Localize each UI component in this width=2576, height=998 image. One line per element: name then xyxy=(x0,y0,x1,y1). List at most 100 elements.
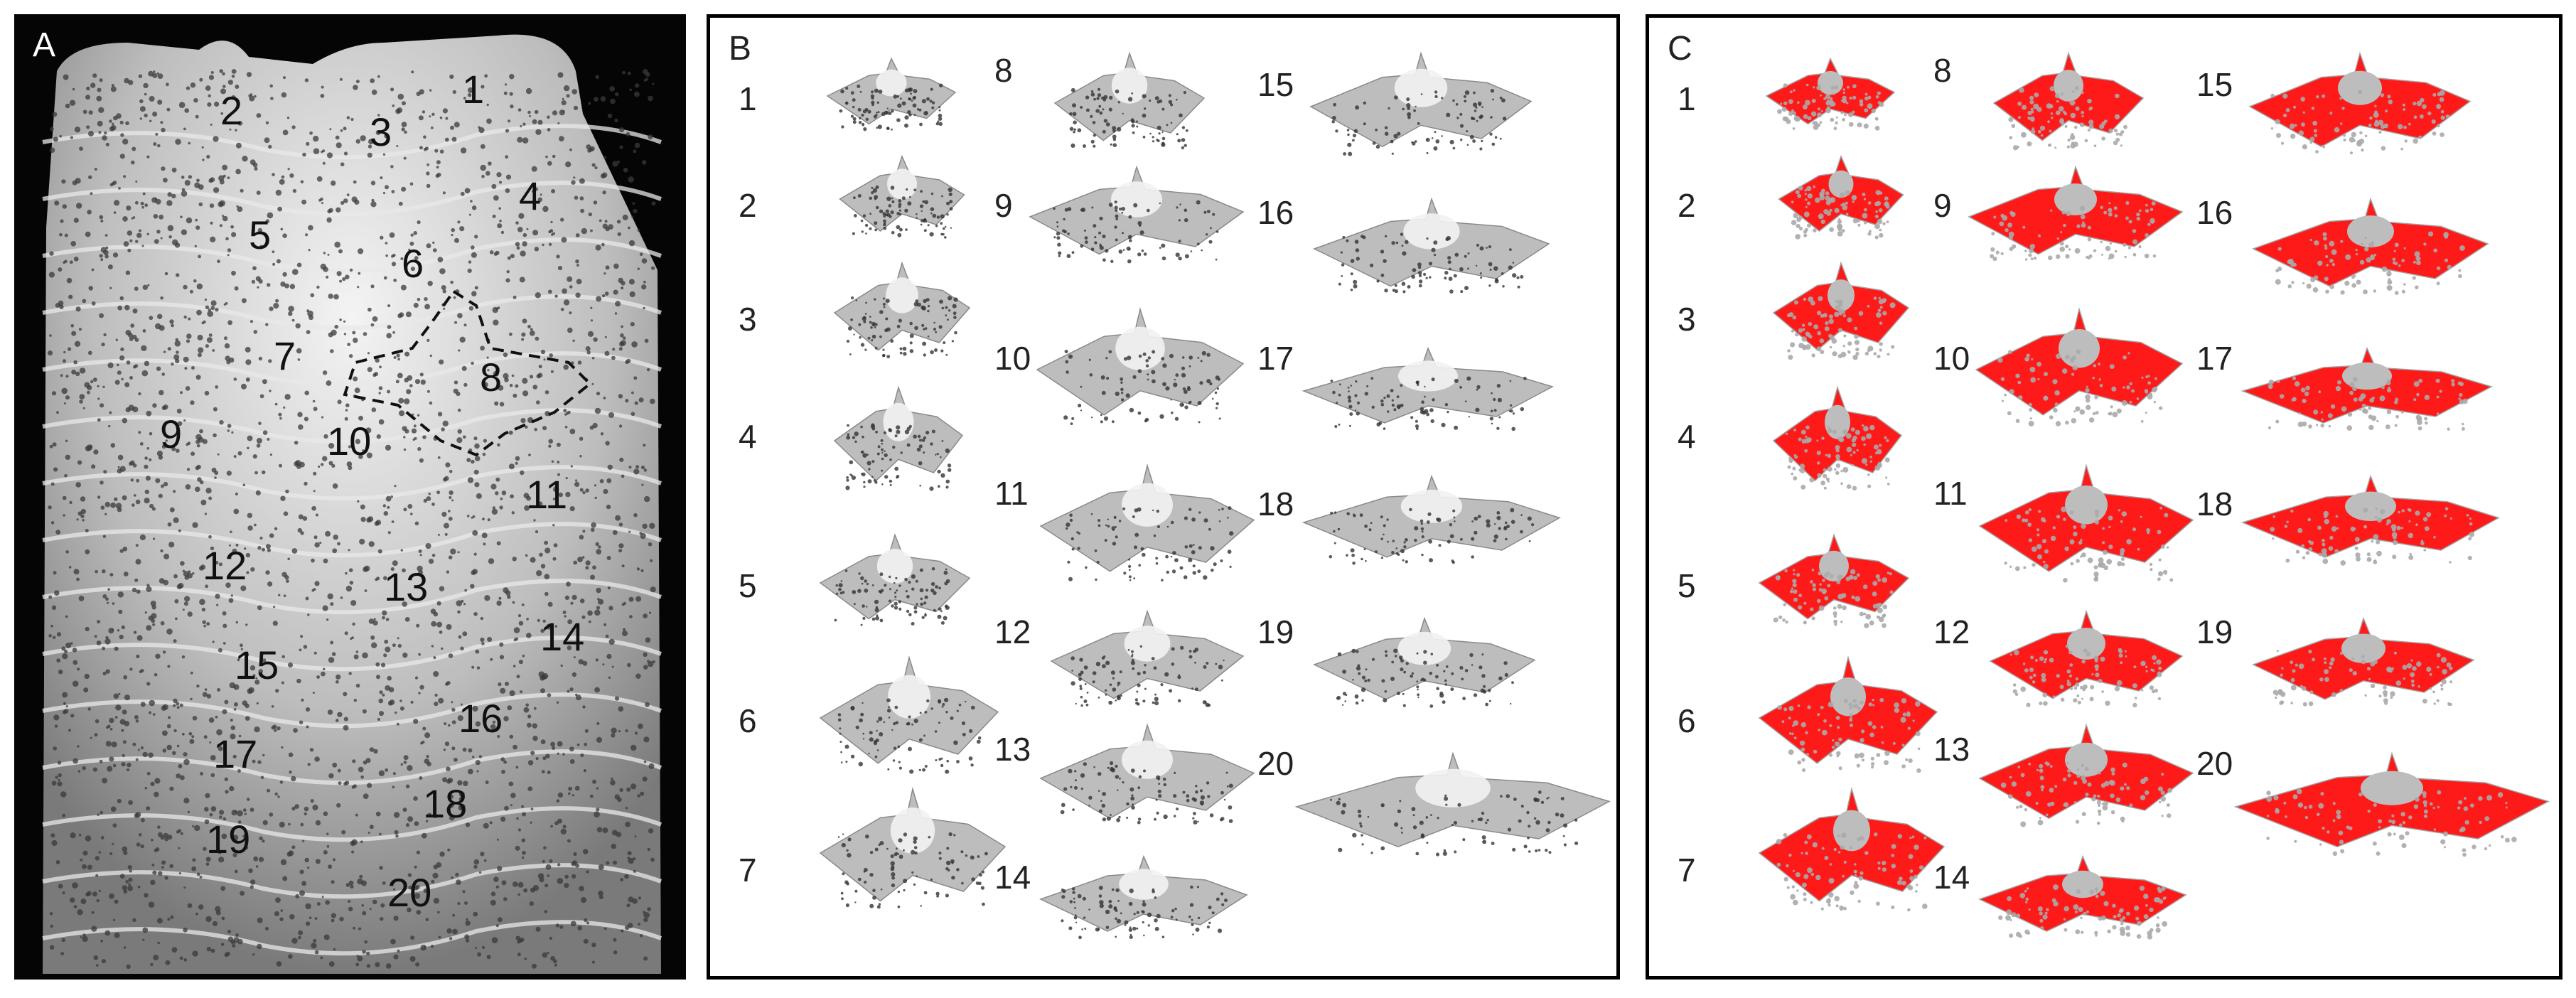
pigment-dot xyxy=(208,717,215,723)
pigment-dot xyxy=(56,411,59,414)
pigment-dot xyxy=(605,265,610,270)
pigment-dot xyxy=(50,624,53,628)
pigment-dot xyxy=(463,435,466,439)
pigment-dot xyxy=(222,85,226,88)
pigment-dot xyxy=(629,291,635,298)
scale-number-c: 17 xyxy=(2196,340,2233,377)
pigment-dot xyxy=(221,916,225,921)
pigment-dot xyxy=(178,847,181,849)
pigment-dot xyxy=(407,873,412,877)
pigment-dot xyxy=(126,205,132,211)
pigment-dot xyxy=(628,176,634,183)
pigment-dot xyxy=(184,108,189,113)
scale-seam xyxy=(42,806,662,842)
pigment-dot xyxy=(598,599,604,605)
pigment-dot xyxy=(138,431,141,434)
pigment-dot xyxy=(417,565,423,572)
pigment-dot xyxy=(218,857,225,863)
pigment-dot xyxy=(463,603,466,606)
pigment-dot xyxy=(416,850,421,854)
pigment-dot xyxy=(91,268,95,272)
pigment-dot xyxy=(118,609,123,614)
pigment-dot xyxy=(432,248,437,252)
pigment-dot xyxy=(577,557,583,562)
pigment-dot xyxy=(369,825,374,830)
pigment-dot xyxy=(549,936,553,940)
pigment-dot xyxy=(466,515,470,517)
pigment-dot xyxy=(505,174,512,180)
pigment-dot xyxy=(399,706,404,711)
pigment-dot xyxy=(61,387,68,395)
pigment-dot xyxy=(121,729,124,732)
pigment-dot xyxy=(188,731,193,736)
pigment-dot xyxy=(256,113,262,118)
pigment-dot xyxy=(518,621,524,626)
pigment-dot xyxy=(247,525,253,531)
pigment-dot xyxy=(557,266,563,271)
pigment-dot xyxy=(107,264,113,269)
pigment-dot xyxy=(52,112,58,117)
pigment-dot xyxy=(417,220,421,225)
pigment-dot xyxy=(272,262,276,266)
pigment-dot xyxy=(154,239,159,244)
pigment-dot xyxy=(524,957,527,960)
pigment-dot xyxy=(113,918,116,921)
pigment-dot xyxy=(97,397,100,400)
pigment-dot xyxy=(498,682,502,687)
pigment-dot xyxy=(58,778,60,781)
pigment-dot xyxy=(171,947,178,953)
scale-number-c: 16 xyxy=(2196,194,2233,231)
pigment-dot xyxy=(562,97,564,100)
pigment-dot xyxy=(483,822,489,829)
pigment-dot xyxy=(593,200,598,205)
pigment-dot xyxy=(368,618,375,624)
pigment-dot xyxy=(536,400,540,404)
pigment-dot xyxy=(201,607,206,612)
pigment-dot xyxy=(497,917,503,923)
pigment-dot xyxy=(471,252,477,258)
pigment-dot xyxy=(82,933,86,937)
pigment-dot xyxy=(344,631,348,635)
pigment-dot xyxy=(273,606,276,608)
pigment-dot xyxy=(404,429,409,434)
pigment-dot xyxy=(108,628,114,634)
pigment-dot xyxy=(122,885,127,891)
pigment-dot xyxy=(545,864,552,870)
pigment-dot xyxy=(61,646,66,651)
scale-image xyxy=(1758,787,1946,912)
pigment-dot xyxy=(135,719,139,723)
pigment-dot xyxy=(567,327,573,333)
pigment-dot xyxy=(419,554,422,557)
pigment-dot xyxy=(566,94,570,98)
pigment-dot xyxy=(326,618,329,621)
pigment-dot xyxy=(645,702,650,707)
pigment-dot xyxy=(191,735,195,739)
pigment-dot xyxy=(570,465,573,468)
pigment-dot xyxy=(343,151,348,156)
pigment-dot xyxy=(471,459,475,464)
pigment-dot xyxy=(182,569,186,572)
pigment-dot xyxy=(344,417,348,421)
pigment-dot xyxy=(536,570,542,576)
pigment-dot xyxy=(645,637,651,643)
pigment-dot xyxy=(592,422,598,429)
pigment-dot xyxy=(627,857,630,860)
pigment-dot xyxy=(343,692,348,697)
pigment-dot xyxy=(611,843,616,849)
pigment-dot xyxy=(491,183,497,189)
pigment-dot xyxy=(163,481,168,487)
pigment-dot xyxy=(474,482,480,488)
pigment-dot xyxy=(540,739,546,744)
pigment-dot xyxy=(146,155,150,159)
pigment-dot xyxy=(512,665,516,667)
pigment-dot xyxy=(468,748,473,753)
pigment-dot xyxy=(353,338,358,343)
pigment-dot xyxy=(287,557,291,561)
pigment-dot xyxy=(326,832,329,835)
pigment-dot xyxy=(437,257,444,263)
pigment-dot xyxy=(320,263,326,270)
pigment-dot xyxy=(74,340,81,347)
pigment-dot xyxy=(425,543,431,549)
pigment-dot xyxy=(422,110,426,114)
pigment-dot xyxy=(370,284,375,289)
